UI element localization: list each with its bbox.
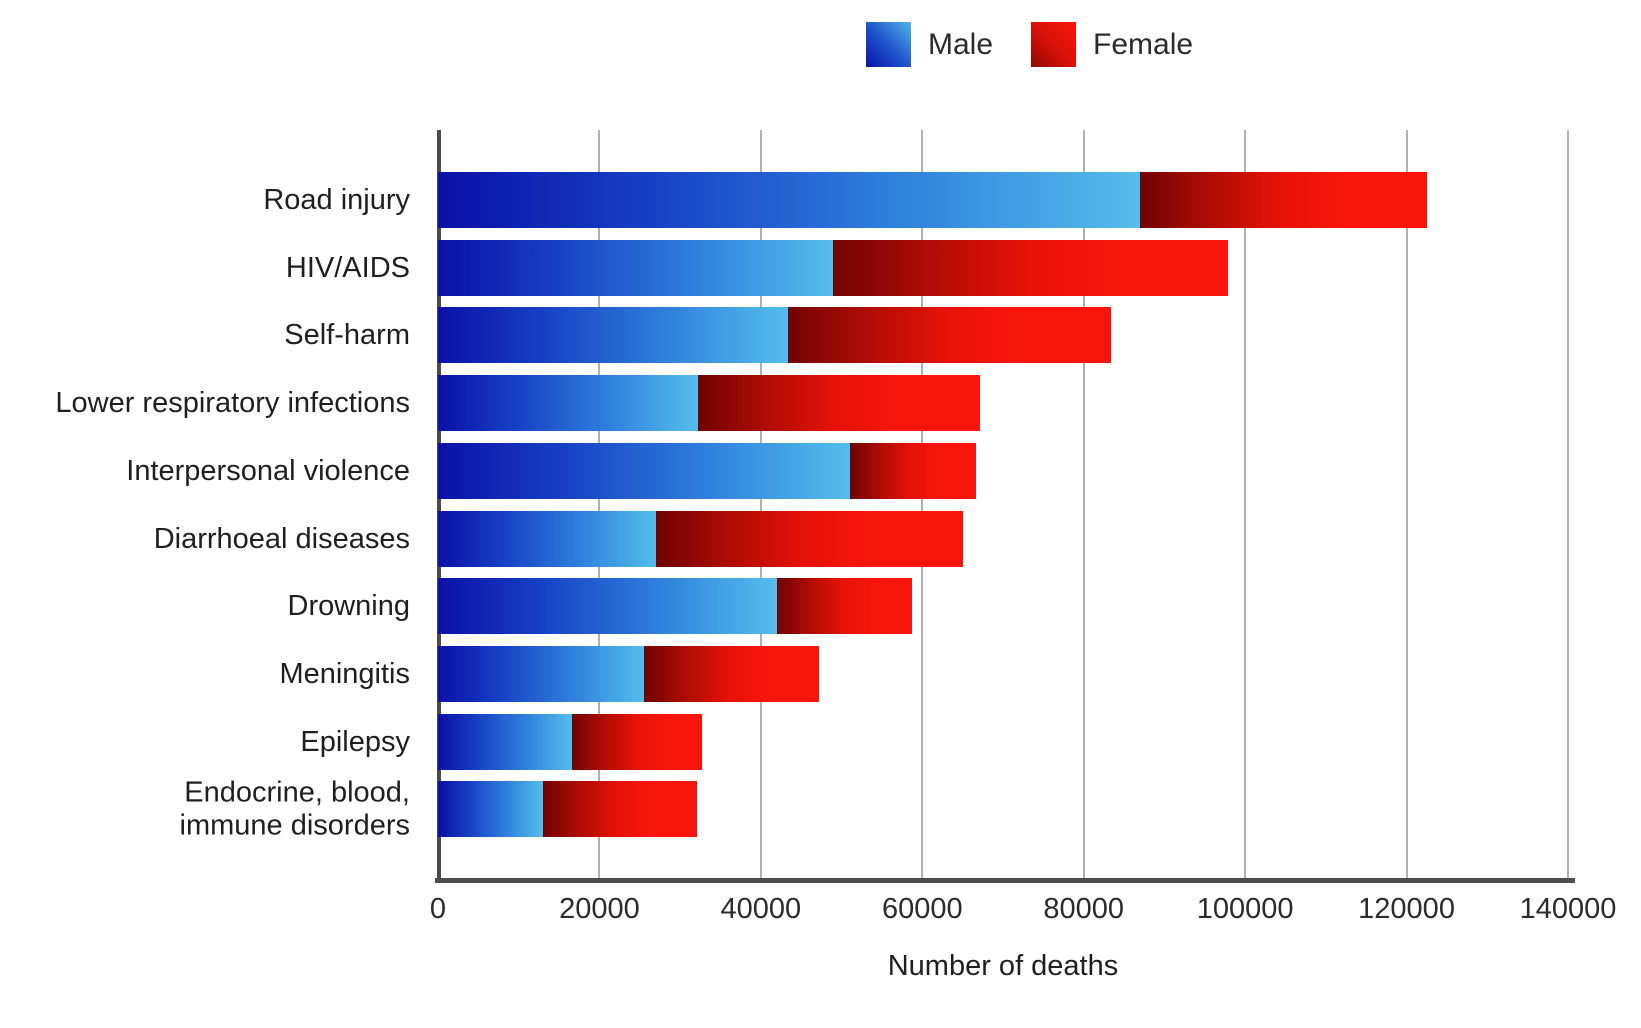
y-axis-line	[437, 130, 441, 880]
category-label: HIV/AIDS	[285, 251, 410, 284]
gridline	[921, 130, 924, 878]
male-legend-label: Male	[928, 28, 994, 61]
bar-male-segment	[438, 375, 698, 432]
bar-row	[438, 307, 1568, 364]
category-label: Road injury	[263, 183, 410, 216]
bar-male-segment	[438, 713, 572, 770]
category-label: Drowning	[287, 589, 411, 622]
bar-female-segment	[1140, 172, 1427, 228]
bar-row	[438, 645, 1568, 702]
category-label: Diarrhoeal diseases	[153, 522, 410, 555]
bar-female-segment	[643, 645, 819, 702]
gridline	[1567, 130, 1569, 878]
category-label: Meningitis	[279, 657, 410, 690]
x-tick-label: 20000	[559, 893, 640, 925]
plot-area	[435, 130, 1575, 883]
category-label: Endocrine, blood, immune disorders	[179, 776, 410, 842]
gridline	[1405, 130, 1408, 878]
x-tick-label: 40000	[720, 893, 802, 925]
bar-male-segment	[438, 510, 656, 567]
x-tick-label: 100000	[1196, 893, 1294, 925]
gridline	[598, 130, 601, 878]
gridline	[1244, 130, 1247, 878]
bar-male-segment	[438, 442, 850, 499]
bar-female-segment	[849, 442, 977, 499]
x-axis-title: Number of deaths	[887, 950, 1119, 982]
bar-female-segment	[655, 510, 963, 567]
x-tick-label: 0	[429, 893, 447, 925]
bar-male-segment	[438, 307, 789, 364]
bar-male-segment	[438, 172, 1141, 228]
legend-item-male: Male	[866, 22, 993, 67]
x-tick-label: 60000	[881, 893, 963, 925]
bar-row	[438, 172, 1568, 228]
category-label: Lower respiratory infections	[55, 386, 410, 419]
bar-female-segment	[788, 307, 1112, 364]
category-label: Self-harm	[284, 319, 410, 352]
bar-female-segment	[697, 375, 981, 432]
legend: Male Female	[866, 22, 1193, 67]
category-label: Epilepsy	[300, 725, 410, 758]
bar-male-segment	[438, 578, 777, 635]
bar-female-segment	[542, 781, 698, 838]
x-axis-line	[435, 878, 1575, 883]
male-swatch-icon	[866, 22, 911, 67]
x-tick-label: 120000	[1358, 893, 1455, 925]
bar-male-segment	[438, 645, 644, 702]
gridline	[759, 130, 762, 878]
category-label: Interpersonal violence	[126, 454, 410, 487]
bar-female-segment	[832, 239, 1229, 296]
bar-male-segment	[438, 781, 543, 838]
bar-female-segment	[777, 578, 912, 635]
female-legend-label: Female	[1093, 28, 1194, 61]
bar-row	[438, 442, 1568, 499]
bar-row	[438, 578, 1568, 635]
x-tick-label: 140000	[1519, 893, 1617, 925]
bar-row	[438, 713, 1568, 770]
bar-row	[438, 375, 1568, 432]
bar-row	[438, 781, 1568, 838]
female-swatch-icon	[1031, 22, 1077, 67]
legend-item-female: Female	[1031, 22, 1193, 67]
x-tick-label: 80000	[1043, 893, 1125, 925]
bar-row	[438, 510, 1568, 567]
bar-row	[438, 239, 1568, 296]
gridline	[1082, 130, 1085, 878]
bar-male-segment	[438, 239, 833, 296]
bar-female-segment	[571, 713, 702, 770]
